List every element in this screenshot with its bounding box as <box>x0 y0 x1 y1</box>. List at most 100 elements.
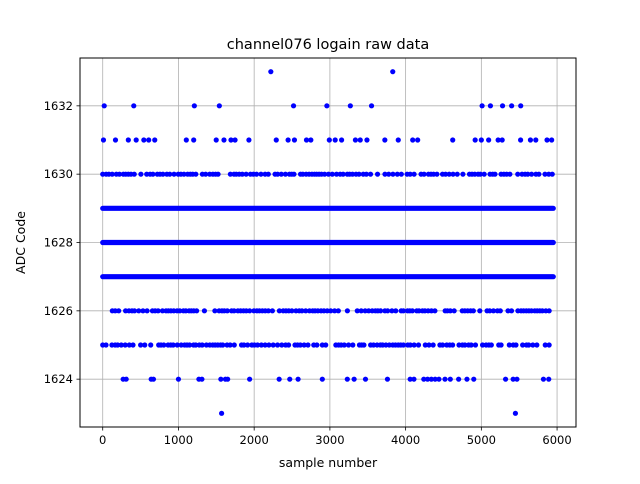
data-point <box>227 342 233 348</box>
data-point <box>439 342 446 348</box>
data-point <box>329 171 335 177</box>
data-point <box>278 171 284 177</box>
data-point <box>247 376 253 382</box>
x-tick-label: 3000 <box>315 433 344 447</box>
axis-ticks: 0 1000 2000 3000 4000 5000 6000 1624 1626 1628 163… <box>44 99 572 447</box>
data-point <box>265 308 271 314</box>
data-point <box>253 171 260 177</box>
data-point <box>273 137 279 143</box>
data-point <box>446 171 452 177</box>
data-point <box>341 342 347 348</box>
data-point <box>308 137 314 143</box>
data-point <box>219 410 225 416</box>
data-point <box>290 103 297 109</box>
data-point <box>231 308 237 314</box>
data-point <box>333 171 340 177</box>
x-tick-label: 5000 <box>467 433 496 447</box>
data-point <box>297 342 303 348</box>
x-axis-label: sample number <box>279 455 378 470</box>
data-point <box>428 376 434 382</box>
data-point <box>525 171 531 177</box>
data-point <box>325 171 332 177</box>
data-point <box>323 342 329 348</box>
data-point <box>528 171 535 177</box>
data-point <box>549 171 555 177</box>
data-point <box>415 342 422 348</box>
data-point <box>160 171 166 177</box>
data-point <box>477 308 483 314</box>
data-point <box>454 171 460 177</box>
y-axis-label: ADC Code <box>13 211 28 274</box>
data-point <box>509 103 515 109</box>
data-point <box>131 171 137 177</box>
data-point <box>407 376 413 382</box>
data-point <box>287 376 293 382</box>
data-point <box>291 171 297 177</box>
data-point <box>352 137 359 143</box>
y-tick-label: 1628 <box>44 236 73 250</box>
data-point <box>362 376 369 382</box>
data-point <box>394 171 400 177</box>
data-point <box>231 342 237 348</box>
data-point <box>276 376 282 382</box>
data-point <box>258 342 265 348</box>
data-point <box>395 137 401 143</box>
data-point <box>536 171 542 177</box>
data-point <box>456 376 462 382</box>
data-point <box>502 376 509 382</box>
data-point <box>332 137 338 143</box>
x-tick-label: 6000 <box>542 433 571 447</box>
data-point <box>241 342 247 348</box>
data-point <box>332 308 338 314</box>
data-point <box>193 342 199 348</box>
data-point <box>133 137 139 143</box>
data-point <box>534 342 540 348</box>
data-point <box>407 342 413 348</box>
data-point <box>385 308 391 314</box>
data-point <box>390 69 396 75</box>
data-point <box>450 342 456 348</box>
data-point <box>370 342 377 348</box>
data-point <box>542 342 548 348</box>
data-point <box>517 137 524 143</box>
data-point <box>276 308 283 314</box>
data-point <box>470 308 476 314</box>
data-point <box>460 171 466 177</box>
data-point <box>384 376 391 382</box>
data-point <box>533 137 539 143</box>
data-point <box>513 342 519 348</box>
data-point <box>194 308 200 314</box>
data-point <box>436 376 442 382</box>
data-point <box>141 137 147 143</box>
data-point <box>462 342 468 348</box>
data-point <box>382 171 388 177</box>
data-point <box>546 308 552 314</box>
data-point <box>285 342 292 348</box>
data-point <box>350 342 356 348</box>
data-point <box>291 137 298 143</box>
data-point <box>361 342 367 348</box>
data-point <box>146 137 152 143</box>
data-point <box>232 137 238 143</box>
data-point <box>374 171 381 177</box>
data-point <box>103 342 109 348</box>
data-point <box>520 342 526 348</box>
data-point <box>507 171 513 177</box>
data-point <box>144 308 150 314</box>
data-point <box>282 171 289 177</box>
data-point <box>118 342 124 348</box>
data-point <box>498 342 504 348</box>
data-point <box>186 342 193 348</box>
data-point <box>544 137 550 143</box>
data-point <box>499 137 505 143</box>
data-point <box>424 376 431 382</box>
data-point <box>472 137 478 143</box>
data-point <box>447 376 453 382</box>
data-point <box>366 308 372 314</box>
y-tick-label: 1630 <box>44 167 73 181</box>
data-point <box>303 137 310 143</box>
data-point <box>212 308 218 314</box>
data-point <box>515 171 521 177</box>
data-point <box>279 342 285 348</box>
